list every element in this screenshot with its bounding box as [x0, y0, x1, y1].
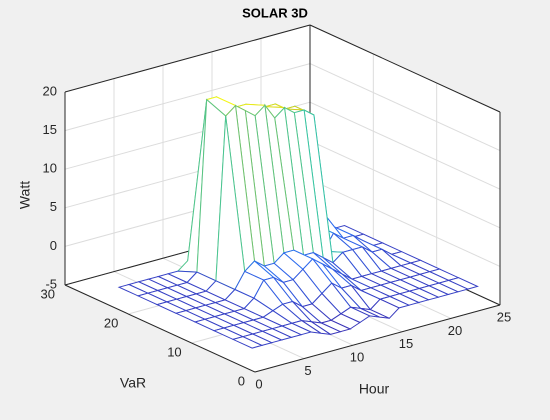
x-tick-label: 20 — [448, 323, 462, 338]
axis-line — [254, 304, 501, 373]
axis-line — [64, 24, 311, 93]
y-axis-label: VaR — [120, 375, 146, 391]
x-tick-label: 0 — [255, 376, 262, 391]
y-tick-label: 20 — [104, 315, 118, 330]
grid-line — [309, 101, 501, 190]
z-tick-label: 20 — [43, 83, 57, 98]
z-tick-label: 0 — [50, 238, 57, 253]
z-tick-label: 10 — [43, 161, 57, 176]
z-tick-label: 15 — [43, 122, 57, 137]
grid-line — [64, 63, 311, 132]
grid-line — [309, 63, 501, 152]
axis-line — [64, 284, 256, 373]
x-tick-label: 25 — [497, 309, 511, 324]
chart-title: SOLAR 3D — [242, 5, 308, 20]
z-tick-label: -5 — [45, 276, 57, 291]
z-axis-label: Watt — [17, 181, 33, 209]
y-tick-label: 10 — [167, 344, 181, 359]
grid-line — [309, 140, 501, 229]
mesh-cell — [231, 336, 264, 349]
x-tick-label: 15 — [399, 336, 413, 351]
x-tick-label: 10 — [350, 350, 364, 365]
grid-line — [309, 178, 501, 267]
y-tick-label: 30 — [41, 286, 55, 301]
x-tick-label: 5 — [304, 363, 311, 378]
axis-line — [309, 24, 501, 113]
x-axis-label: Hour — [359, 381, 390, 397]
y-tick-label: 0 — [238, 373, 245, 388]
z-tick-label: 5 — [50, 199, 57, 214]
